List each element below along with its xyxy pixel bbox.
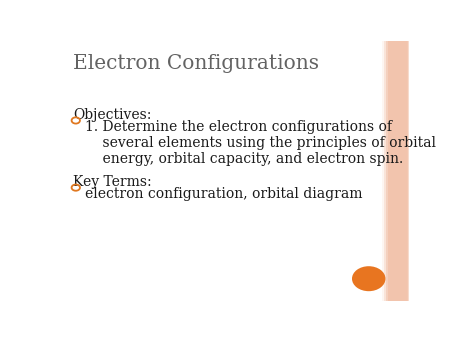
Circle shape xyxy=(352,266,386,291)
Text: 1. Determine the electron configurations of
    several elements using the princ: 1. Determine the electron configurations… xyxy=(85,120,436,166)
Text: Electron Configurations: Electron Configurations xyxy=(73,54,319,73)
FancyBboxPatch shape xyxy=(384,41,406,301)
FancyBboxPatch shape xyxy=(388,41,407,301)
Text: Objectives:: Objectives: xyxy=(73,108,151,122)
FancyBboxPatch shape xyxy=(386,41,406,301)
FancyBboxPatch shape xyxy=(382,41,405,301)
Text: Key Terms:: Key Terms: xyxy=(73,175,152,189)
FancyBboxPatch shape xyxy=(392,41,409,301)
Text: electron configuration, orbital diagram: electron configuration, orbital diagram xyxy=(85,187,362,201)
FancyBboxPatch shape xyxy=(390,41,408,301)
